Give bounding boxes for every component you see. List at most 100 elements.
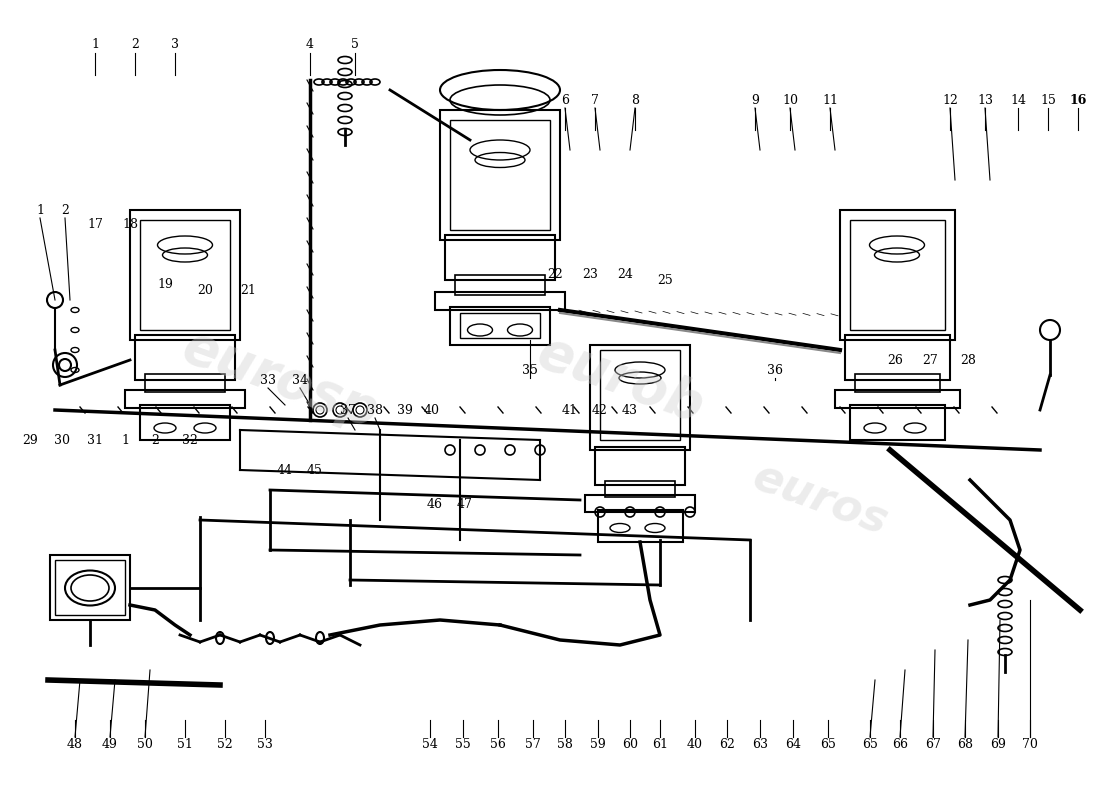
Text: 12: 12: [942, 94, 958, 106]
Text: 48: 48: [67, 738, 82, 751]
Text: 67: 67: [925, 738, 940, 751]
Text: 63: 63: [752, 738, 768, 751]
Text: 60: 60: [621, 738, 638, 751]
Text: 10: 10: [782, 94, 797, 106]
Text: 5: 5: [351, 38, 359, 51]
Bar: [855, 374, 940, 392]
Bar: [434, 292, 565, 310]
Text: 28: 28: [960, 354, 976, 366]
Text: 36: 36: [767, 363, 783, 377]
Text: 1: 1: [91, 38, 99, 51]
Text: 9: 9: [751, 94, 759, 106]
Bar: [446, 235, 556, 280]
Text: 37: 37: [340, 403, 356, 417]
Text: 16: 16: [1069, 94, 1087, 106]
Text: 33: 33: [260, 374, 276, 386]
Bar: [585, 495, 695, 512]
Bar: [595, 447, 685, 485]
Bar: [140, 220, 230, 330]
Text: 68: 68: [957, 738, 974, 751]
Text: 40: 40: [688, 738, 703, 751]
Text: 2: 2: [62, 203, 69, 217]
Text: 2: 2: [151, 434, 158, 446]
Bar: [50, 555, 130, 620]
Bar: [140, 405, 230, 440]
Bar: [125, 390, 245, 408]
Text: 61: 61: [652, 738, 668, 751]
Text: 17: 17: [87, 218, 103, 231]
Text: eurosp: eurosp: [175, 321, 385, 439]
Text: 65: 65: [821, 738, 836, 751]
Bar: [455, 275, 544, 295]
Text: 2: 2: [131, 38, 139, 51]
Bar: [850, 405, 945, 440]
Text: 64: 64: [785, 738, 801, 751]
Text: 13: 13: [977, 94, 993, 106]
Text: 34: 34: [292, 374, 308, 386]
Text: 29: 29: [22, 434, 37, 446]
Text: 24: 24: [617, 269, 632, 282]
Bar: [845, 335, 950, 380]
Text: 38: 38: [367, 403, 383, 417]
Bar: [605, 481, 675, 497]
Text: 11: 11: [822, 94, 838, 106]
Text: 55: 55: [455, 738, 471, 751]
Text: 42: 42: [592, 403, 608, 417]
Text: 59: 59: [590, 738, 606, 751]
Text: 8: 8: [631, 94, 639, 106]
Bar: [450, 120, 550, 230]
Bar: [55, 560, 125, 615]
Text: 14: 14: [1010, 94, 1026, 106]
Text: 15: 15: [1041, 94, 1056, 106]
Text: 57: 57: [525, 738, 541, 751]
Bar: [598, 510, 683, 542]
Bar: [840, 210, 955, 340]
Bar: [600, 350, 680, 440]
Bar: [835, 390, 960, 408]
Text: 50: 50: [138, 738, 153, 751]
Text: 44: 44: [277, 463, 293, 477]
Text: 45: 45: [307, 463, 323, 477]
Bar: [460, 313, 540, 338]
Text: 22: 22: [547, 269, 563, 282]
Text: 70: 70: [1022, 738, 1038, 751]
Text: euros: euros: [747, 456, 893, 544]
Text: 4: 4: [306, 38, 313, 51]
Bar: [590, 345, 690, 450]
Text: 43: 43: [621, 403, 638, 417]
Text: 54: 54: [422, 738, 438, 751]
Text: 49: 49: [102, 738, 118, 751]
Text: 52: 52: [217, 738, 233, 751]
Bar: [850, 220, 945, 330]
Text: 6: 6: [561, 94, 569, 106]
Text: 35: 35: [522, 363, 538, 377]
Text: 56: 56: [491, 738, 506, 751]
Text: 66: 66: [892, 738, 907, 751]
Text: 1: 1: [36, 203, 44, 217]
Text: 65: 65: [862, 738, 878, 751]
Text: 58: 58: [557, 738, 573, 751]
Text: 25: 25: [657, 274, 673, 286]
Text: 23: 23: [582, 269, 598, 282]
Text: 18: 18: [122, 218, 138, 231]
Bar: [450, 307, 550, 345]
Text: 41: 41: [562, 403, 578, 417]
Text: 53: 53: [257, 738, 273, 751]
Text: 26: 26: [887, 354, 903, 366]
Text: 69: 69: [990, 738, 1005, 751]
Text: 20: 20: [197, 283, 213, 297]
Bar: [130, 210, 240, 340]
Bar: [440, 110, 560, 240]
Text: 1: 1: [121, 434, 129, 446]
Text: eurob: eurob: [530, 326, 711, 434]
Bar: [135, 335, 235, 380]
Text: 31: 31: [87, 434, 103, 446]
Bar: [145, 374, 226, 392]
Text: 27: 27: [922, 354, 938, 366]
Text: 19: 19: [157, 278, 173, 291]
Text: 21: 21: [240, 283, 256, 297]
Text: 3: 3: [170, 38, 179, 51]
Text: 51: 51: [177, 738, 192, 751]
Text: 62: 62: [719, 738, 735, 751]
Text: 47: 47: [458, 498, 473, 511]
